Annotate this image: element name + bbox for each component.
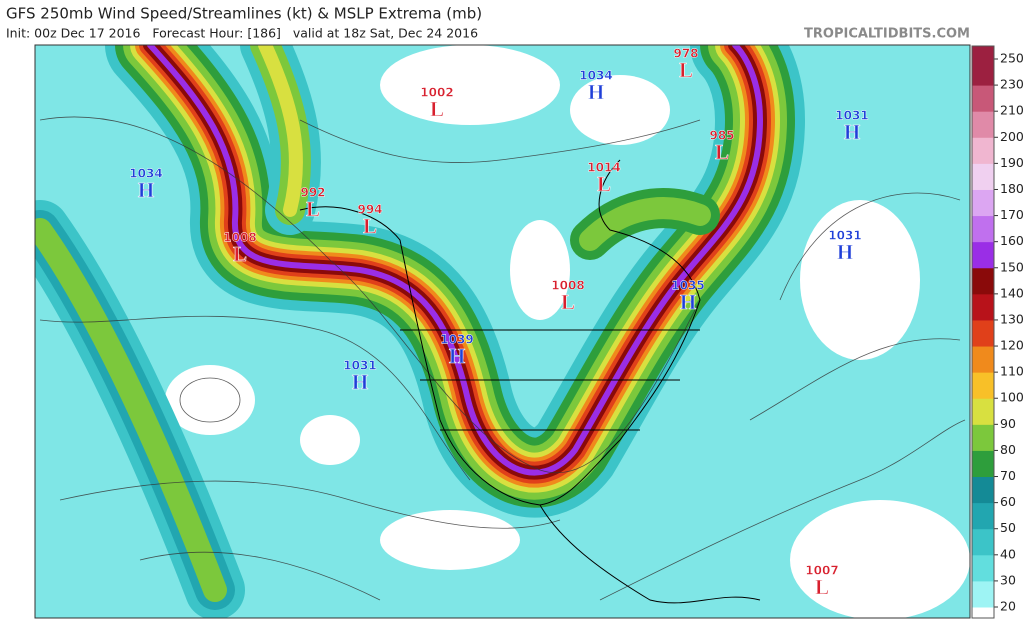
pressure-value: 1031 — [835, 109, 868, 123]
colorbar-segment — [972, 189, 994, 217]
colorbar-tick-label: 60 — [1000, 494, 1016, 509]
pressure-symbol: H — [680, 290, 696, 314]
jet-streams — [35, 45, 806, 618]
colorbar-segment — [972, 215, 994, 243]
pressure-symbol: L — [815, 575, 829, 599]
jet-band — [579, 197, 711, 251]
pressure-symbol: L — [306, 197, 320, 221]
colorbar-segment — [972, 424, 994, 451]
colorbar-segment — [972, 502, 994, 530]
colorbar-segment — [972, 293, 994, 321]
jet-band — [147, 45, 764, 476]
pressure-symbol: L — [597, 172, 611, 196]
colorbar-tick-label: 250 — [1000, 51, 1024, 66]
pressure-value: 1008 — [551, 279, 584, 293]
colorbar-tick-label: 230 — [1000, 77, 1024, 92]
pressure-symbol: L — [430, 97, 444, 121]
pressure-value: 992 — [300, 186, 325, 200]
colorbar-segment — [972, 111, 994, 138]
pressure-symbol: L — [715, 140, 729, 164]
colorbar-segment — [972, 137, 994, 164]
subtitle: Init: 00z Dec 17 2016 Forecast Hour: [18… — [6, 26, 478, 41]
colorbar-segment — [972, 85, 994, 112]
title: GFS 250mb Wind Speed/Streamlines (kt) & … — [6, 5, 482, 23]
pressure-value: 1035 — [671, 279, 704, 293]
colorbar-segment — [972, 59, 994, 86]
pressure-value: 1031 — [343, 359, 376, 373]
colorbar-tick-label: 40 — [1000, 546, 1016, 561]
pressure-symbol: L — [233, 242, 247, 266]
colorbar-tick-label: 200 — [1000, 129, 1024, 144]
colorbar-segment — [972, 319, 994, 347]
colorbar-tick-label: 80 — [1000, 442, 1016, 457]
pressure-symbol: H — [837, 240, 853, 264]
streamlines — [39, 116, 966, 601]
pressure-symbol: L — [363, 214, 377, 238]
colorbar-tick-label: 30 — [1000, 572, 1016, 587]
colorbar-segment — [972, 267, 994, 295]
colorbar-tick-label: 90 — [1000, 416, 1016, 431]
colorbar-tick-label: 50 — [1000, 520, 1016, 535]
pressure-symbol: H — [449, 344, 465, 368]
pressure-symbol: L — [561, 290, 575, 314]
colorbar-tick-label: 130 — [1000, 311, 1024, 326]
colorbar-tick-label: 160 — [1000, 233, 1024, 248]
colorbar-segment — [972, 398, 994, 425]
colorbar-tick-label: 100 — [1000, 390, 1024, 405]
calm-areas — [165, 45, 970, 618]
pressure-symbol: H — [352, 370, 368, 394]
colorbar: 20 30 40 50 60 70 80 90 100 110 120 130 140 150 160 170… — [971, 45, 1024, 619]
colorbar-tick-label: 110 — [1000, 364, 1024, 379]
pressure-value: 1039 — [440, 333, 473, 347]
colorbar-segment — [972, 241, 994, 269]
colorbar-tick-label: 210 — [1000, 103, 1024, 118]
site-label: TROPICALTIDBITS.COM — [804, 27, 970, 42]
jet-band — [35, 218, 227, 602]
colorbar-tick-label: 120 — [1000, 338, 1024, 353]
pressure-value: 1034 — [579, 69, 612, 83]
colorbar-segment — [972, 450, 994, 478]
colorbar-segment — [972, 163, 994, 190]
colorbar-segment — [972, 346, 994, 373]
colorbar-segment — [972, 554, 994, 582]
pressure-symbol: H — [588, 80, 604, 104]
colorbar-tick-label: 70 — [1000, 468, 1016, 483]
pressure-value: 1008 — [223, 231, 256, 245]
pressure-value: 1034 — [129, 167, 162, 181]
pressure-value: 978 — [673, 47, 698, 61]
colorbar-tick-label: 170 — [1000, 207, 1024, 222]
colorbar-top-cap — [972, 46, 994, 59]
pressure-value: 1002 — [420, 86, 453, 100]
jet-band — [258, 45, 303, 217]
colorbar-bottom-cap — [972, 607, 994, 618]
colorbar-frame — [971, 45, 995, 619]
pressure-value: 985 — [709, 129, 734, 143]
pressure-symbol: H — [138, 178, 154, 202]
pressure-value: 994 — [357, 203, 382, 217]
colorbar-tick-label: 20 — [1000, 599, 1016, 614]
pressure-value: 1031 — [828, 229, 861, 243]
colorbar-segment — [972, 528, 994, 556]
colorbar-tick-label: 150 — [1000, 259, 1024, 274]
pressure-value: 1014 — [587, 161, 620, 175]
colorbar-segment — [972, 476, 994, 504]
pressure-symbol: L — [679, 58, 693, 82]
pressure-value: 1007 — [805, 564, 838, 578]
colorbar-segment — [972, 372, 994, 399]
colorbar-segment — [972, 580, 994, 608]
colorbar-tick-label: 190 — [1000, 155, 1024, 170]
colorbar-tick-label: 140 — [1000, 285, 1024, 300]
map-frame — [34, 44, 971, 619]
coastlines — [299, 159, 761, 604]
pressure-symbol: H — [844, 120, 860, 144]
colorbar-tick-label: 180 — [1000, 181, 1024, 196]
